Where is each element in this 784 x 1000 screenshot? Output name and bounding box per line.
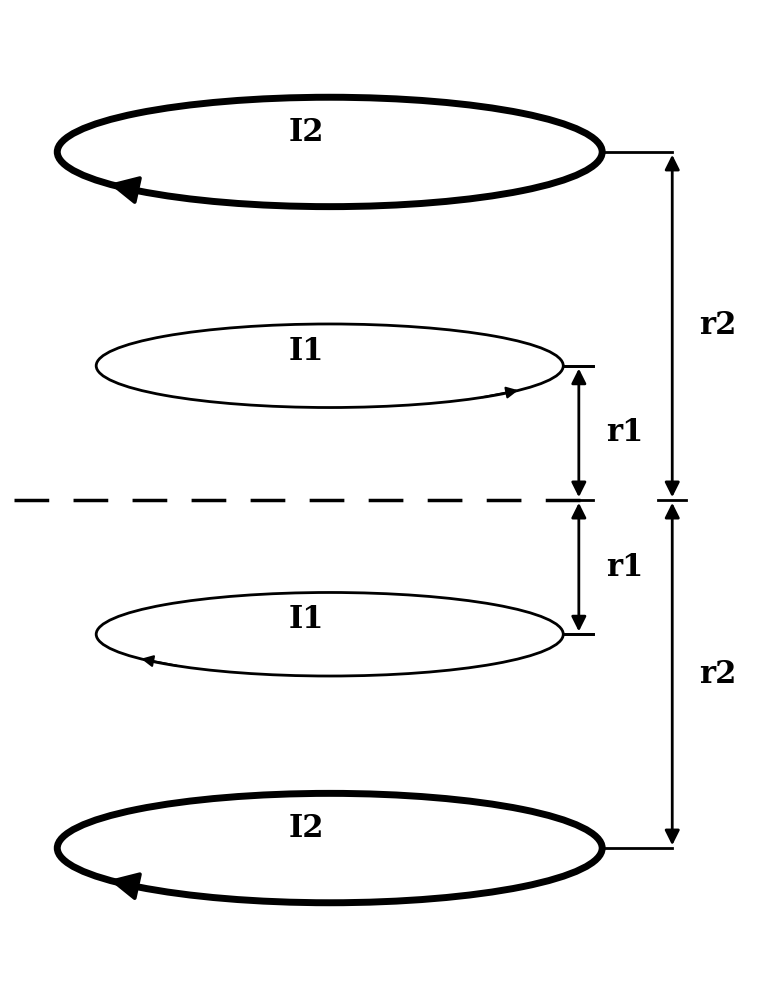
Text: r2: r2 — [699, 659, 737, 690]
Text: r1: r1 — [606, 417, 644, 448]
Text: I2: I2 — [289, 813, 324, 844]
Text: r2: r2 — [699, 310, 737, 341]
Text: r1: r1 — [606, 552, 644, 583]
Text: I1: I1 — [289, 604, 324, 635]
Text: I1: I1 — [289, 336, 324, 367]
Text: I2: I2 — [289, 117, 324, 148]
